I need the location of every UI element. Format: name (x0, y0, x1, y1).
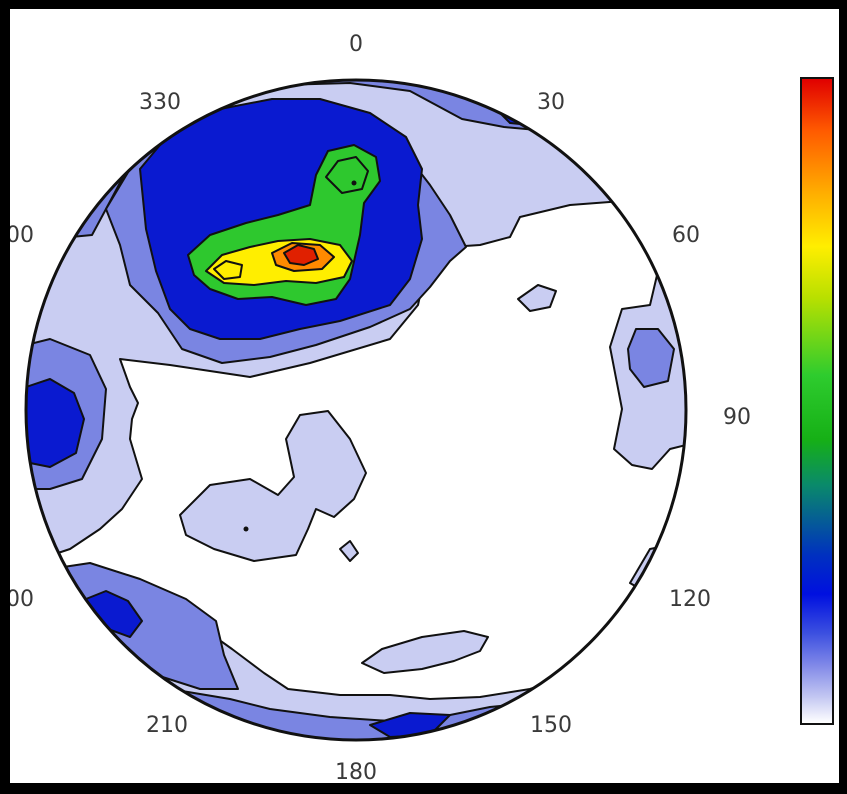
angle-label-partial: 00 (10, 587, 34, 612)
contour-light-small-2 (517, 284, 557, 312)
center-point-marker (243, 526, 249, 532)
contour-light-center-blob (179, 410, 367, 562)
angle-labels: 0 30 60 90 120 150 180 210 330 00 00 (10, 32, 751, 783)
stereonet-outline (24, 78, 688, 742)
contour-red (283, 244, 319, 266)
colorbar (800, 77, 834, 725)
angle-label-30: 30 (537, 90, 565, 115)
stereonet-plot: 0 30 60 90 120 150 180 210 330 00 00 (10, 32, 751, 783)
contour-yellow-left (213, 260, 243, 280)
contour-green-inner (325, 156, 369, 194)
contour-dark-left (26, 378, 85, 468)
contour-light-lower-blob (361, 630, 489, 674)
angle-label-60: 60 (672, 223, 700, 248)
angle-label-150: 150 (530, 713, 572, 738)
contour-mid-right (627, 328, 675, 388)
angle-label-120: 120 (669, 587, 711, 612)
angle-label-210: 210 (146, 713, 188, 738)
secondary-peak-marker (351, 180, 357, 186)
angle-label-330: 330 (139, 90, 181, 115)
chart-frame: 0 30 60 90 120 150 180 210 330 00 00 (10, 9, 839, 783)
contour-dark-right-edge (679, 308, 686, 370)
angle-label-0: 0 (349, 32, 363, 57)
angle-label-180: 180 (335, 760, 377, 783)
contour-light-small-1 (339, 540, 359, 562)
contour-mid-bottom (169, 688, 571, 740)
angle-label-partial: 00 (10, 223, 34, 248)
angle-label-90: 90 (723, 405, 751, 430)
